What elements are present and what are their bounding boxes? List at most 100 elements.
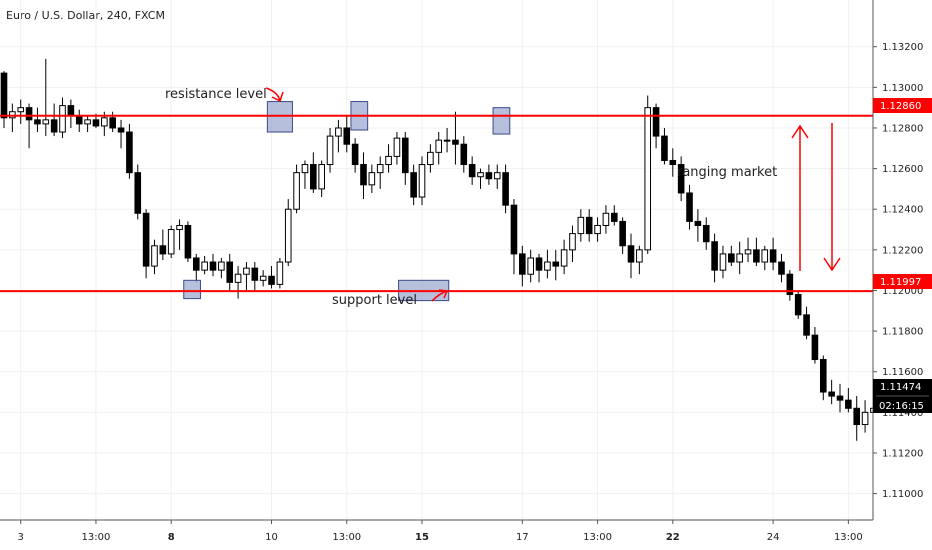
candle-body — [134, 172, 142, 214]
highlight-box — [183, 279, 201, 300]
candle — [201, 255, 208, 275]
candle-body — [167, 229, 175, 255]
candle-body — [427, 151, 434, 166]
candle-body — [627, 245, 635, 263]
candle-body — [142, 212, 150, 267]
candle-body — [192, 257, 200, 271]
candle-body — [769, 249, 777, 263]
price-tick-label: 1.11200 — [882, 448, 923, 459]
candle — [326, 127, 334, 173]
candle-body — [552, 261, 560, 267]
candle-body — [335, 127, 342, 137]
candle — [636, 245, 643, 275]
candle — [259, 270, 267, 287]
last-price-label: 1.11474 — [880, 382, 921, 393]
candle-body — [610, 212, 618, 222]
candle — [251, 262, 259, 291]
candle-body — [569, 233, 576, 251]
price-tick-label: 1.11000 — [882, 489, 923, 500]
candle — [376, 156, 384, 189]
candle-body — [686, 192, 693, 222]
candle — [610, 205, 618, 226]
candle-body — [101, 117, 108, 127]
chart-title: Euro / U.S. Dollar, 240, FXCM — [6, 9, 165, 22]
candle-body — [477, 172, 484, 178]
candle-body — [644, 107, 652, 251]
candle — [368, 164, 376, 193]
candle — [569, 225, 576, 263]
candle-body — [84, 119, 91, 125]
candle — [702, 217, 710, 250]
candle — [861, 400, 869, 433]
candle-body — [861, 411, 869, 426]
candle-body — [184, 224, 192, 259]
support-annotation: support level — [332, 293, 417, 308]
candle — [619, 217, 626, 254]
candle — [744, 237, 752, 263]
candle — [75, 109, 83, 133]
time-tick-label: 24 — [767, 532, 780, 543]
candle — [318, 160, 325, 198]
candle — [184, 221, 192, 263]
candle-body — [234, 273, 242, 283]
candle-body — [226, 261, 234, 283]
candle — [535, 253, 543, 283]
candle-body — [728, 253, 735, 263]
candle — [602, 205, 610, 234]
candle-body — [310, 164, 317, 190]
candle — [493, 164, 501, 189]
candle-body — [544, 261, 551, 271]
candle — [50, 103, 58, 137]
candle — [310, 152, 317, 193]
candle — [794, 290, 802, 319]
candle-body — [853, 407, 861, 426]
candle — [151, 239, 158, 275]
candle — [669, 148, 677, 177]
support-arrow-icon — [431, 289, 449, 302]
candle-body — [594, 224, 601, 235]
candle — [828, 379, 835, 405]
candle — [126, 123, 133, 179]
resistance-arrow-icon — [265, 87, 284, 103]
candle-body — [719, 253, 727, 271]
candle-body — [251, 267, 259, 281]
candle-body — [418, 164, 426, 198]
candle-body — [343, 127, 351, 145]
resistance-annotation: resistance level — [165, 87, 267, 102]
candle-body — [811, 334, 819, 361]
candle — [17, 99, 25, 124]
candle-body — [803, 314, 810, 336]
candle-body — [209, 261, 217, 271]
candle-body — [493, 172, 501, 180]
candle-body — [385, 155, 392, 166]
candle-body — [259, 275, 267, 281]
candle — [385, 144, 392, 173]
candle-body — [661, 135, 668, 161]
candle — [836, 383, 844, 413]
candle-body — [50, 119, 58, 133]
candle — [192, 253, 200, 283]
candle — [585, 209, 593, 242]
candle-body — [736, 253, 743, 263]
candle-body — [519, 253, 526, 275]
candle-body — [836, 395, 844, 401]
time-tick-label: 13:00 — [82, 532, 111, 543]
candle-body — [0, 72, 8, 119]
candle-body — [485, 172, 493, 180]
candle — [117, 119, 125, 149]
candle — [452, 111, 459, 165]
candle — [59, 97, 66, 139]
candle-body — [460, 143, 468, 166]
candle-body — [151, 245, 158, 267]
price-tick-label: 1.11400 — [882, 408, 923, 419]
time-tick-label: 22 — [666, 532, 680, 543]
candle-body — [585, 216, 593, 235]
price-tick-label: 1.13000 — [882, 83, 923, 94]
candle — [343, 115, 351, 153]
price-tick-labels: 1.11000 1.11200 1.11400 1.11600 1.11800 1.120… — [873, 42, 923, 500]
candle-body — [468, 164, 476, 178]
candle — [468, 156, 476, 185]
candle-body — [276, 261, 284, 285]
candle — [159, 229, 167, 260]
candle-body — [778, 261, 785, 275]
